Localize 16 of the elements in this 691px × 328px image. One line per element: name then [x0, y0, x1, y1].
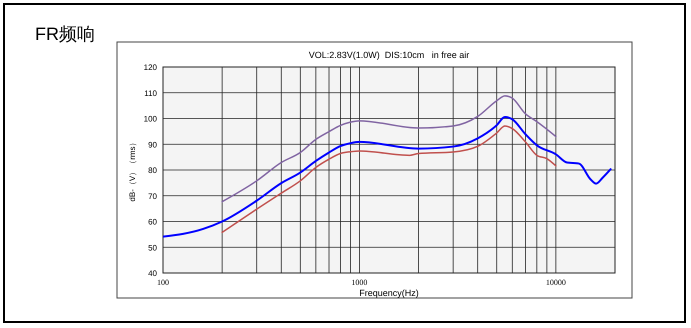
chart-subtitle: VOL:2.83V(1.0W) DIS:10cm in free air: [308, 50, 470, 60]
y-tick-label: 70: [148, 192, 158, 201]
y-tick-label: 100: [144, 114, 158, 124]
y-axis-title: dB-（V）（rms）: [128, 138, 137, 202]
y-tick-label: 80: [148, 166, 158, 175]
y-tick-label: 60: [148, 218, 158, 226]
y-tick-label: 50: [148, 243, 158, 252]
x-tick-label: 100: [157, 278, 169, 287]
y-tick-label: 90: [148, 140, 158, 150]
y-tick-label: 40: [148, 269, 158, 278]
x-tick-label: 1000: [351, 278, 368, 287]
y-tick-label: 120: [144, 63, 158, 72]
chart-title: FR频响: [35, 24, 95, 44]
y-tick-label: 110: [144, 88, 158, 98]
x-axis-title: Frequency(Hz): [359, 288, 419, 298]
x-tick-label: 10000: [546, 278, 566, 287]
